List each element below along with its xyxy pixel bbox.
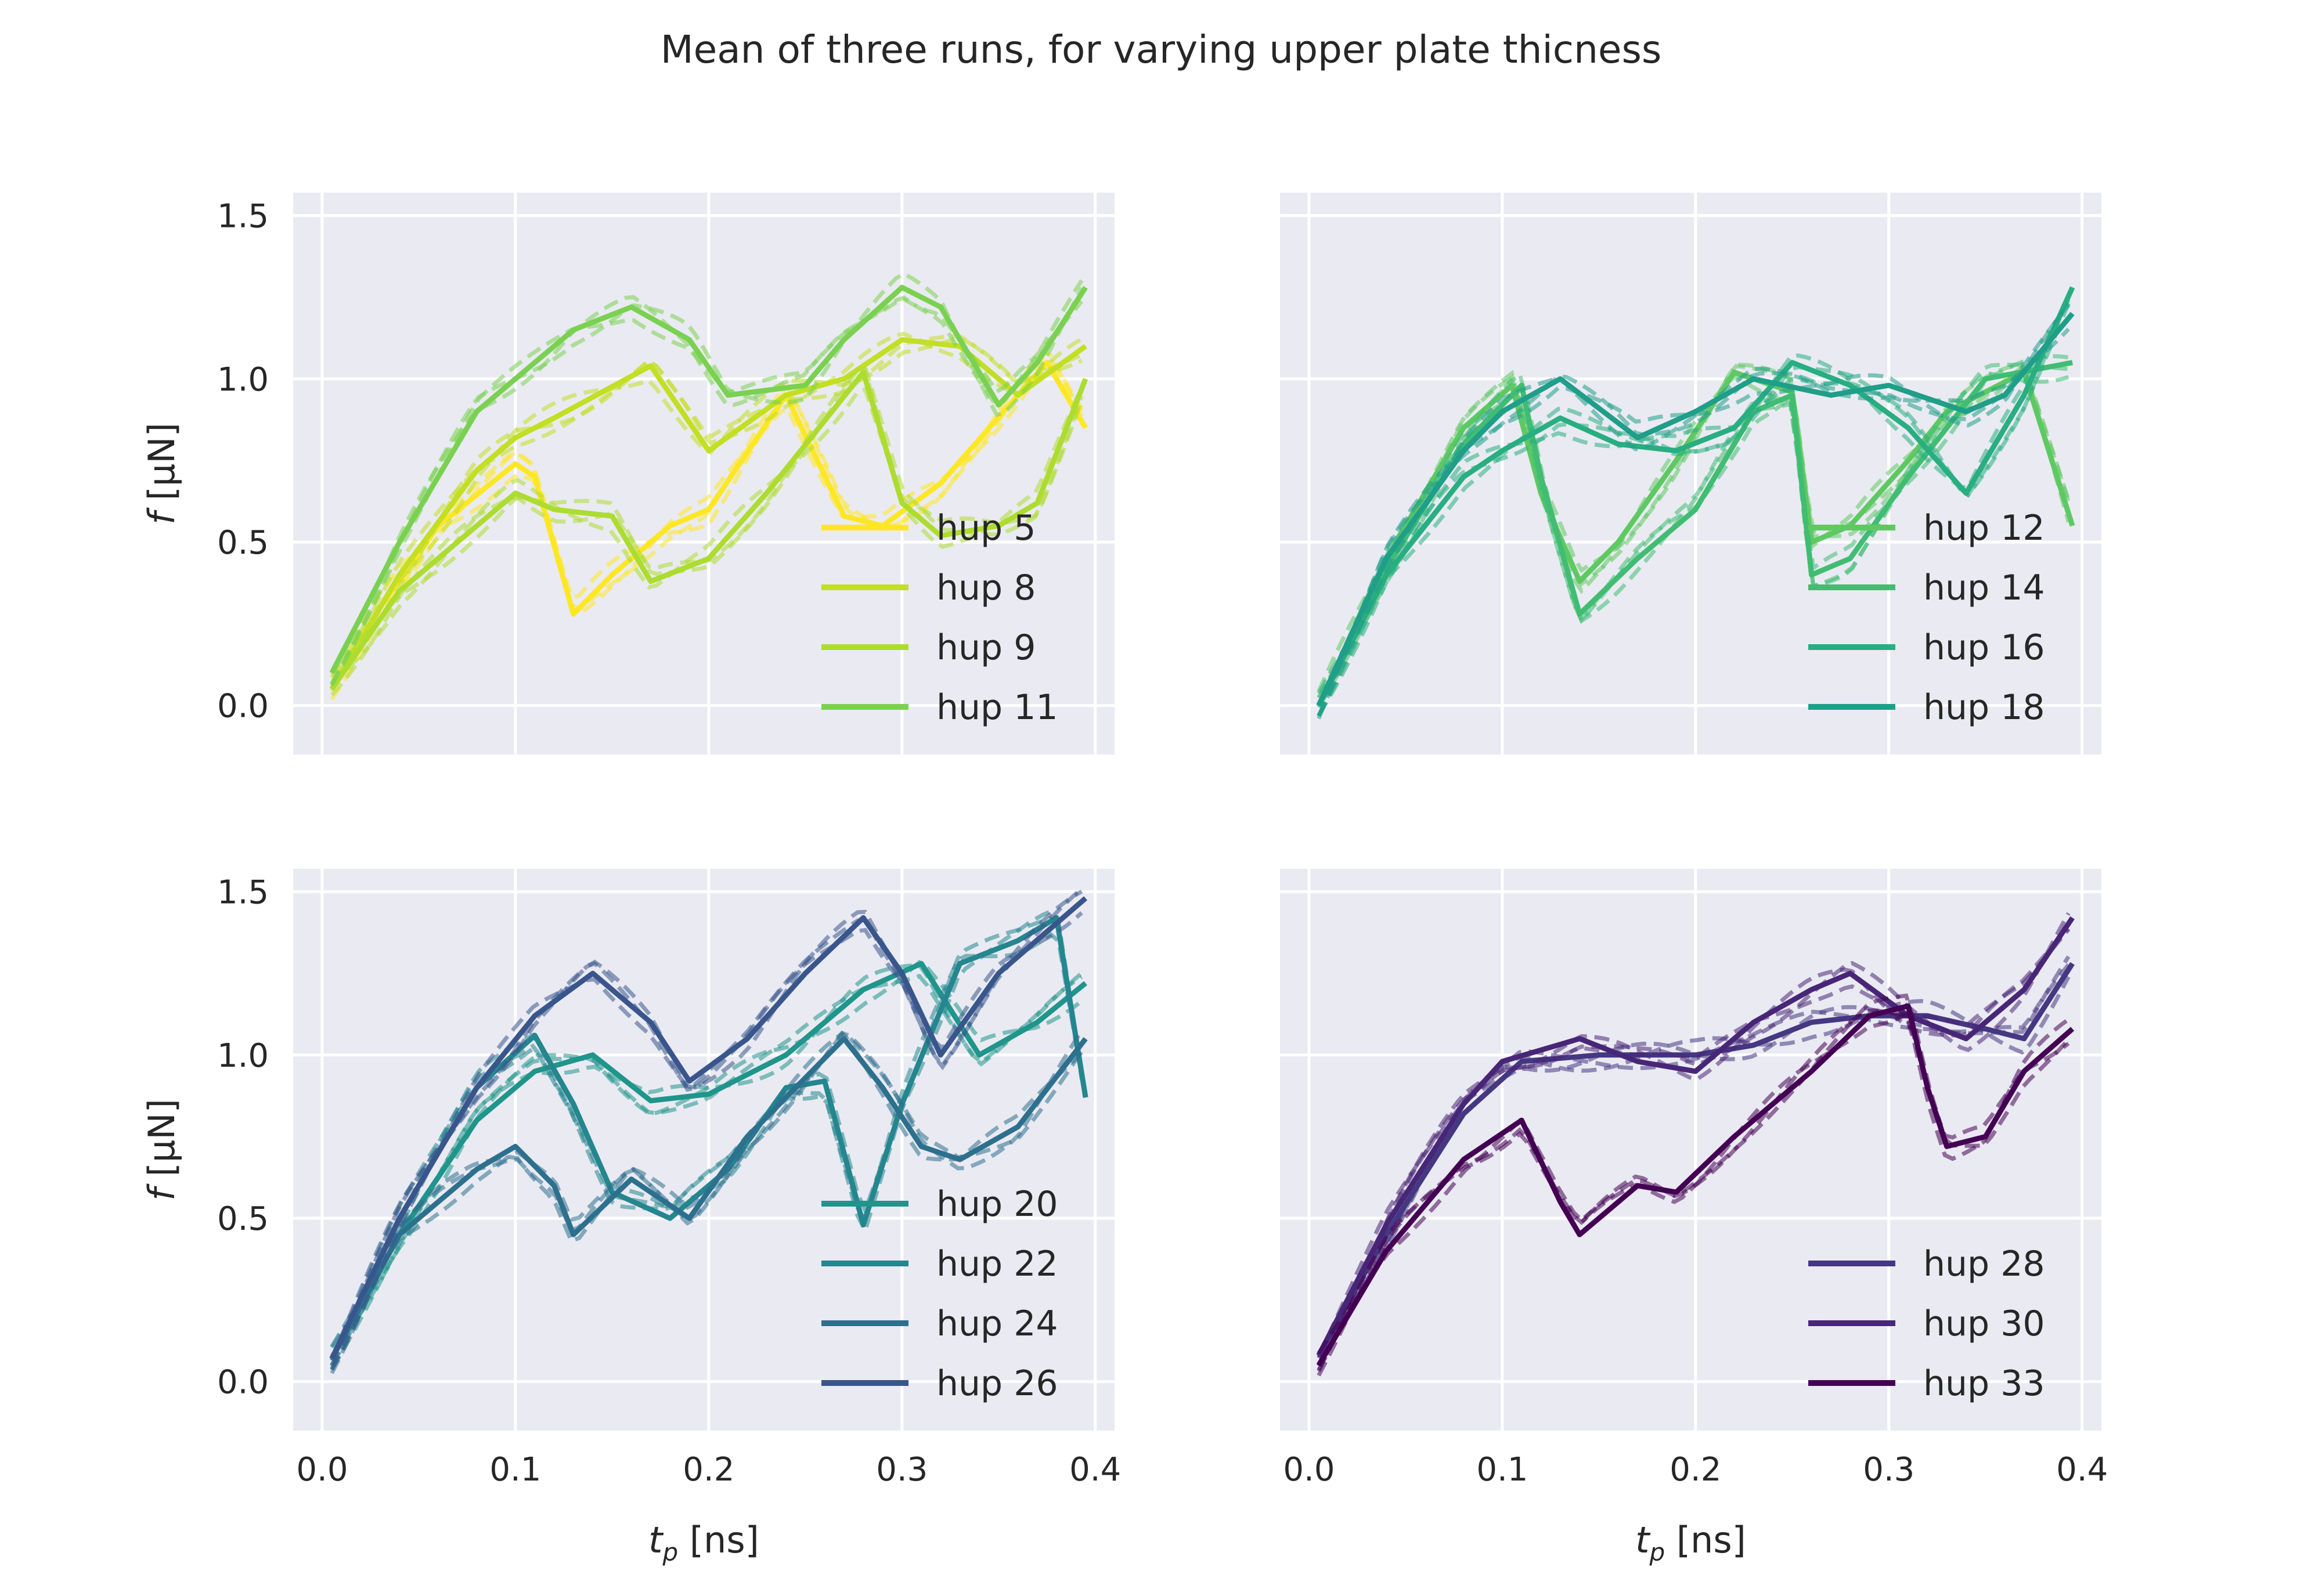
plot-background [1280,193,2101,754]
y-tick-label: 0.0 [217,688,269,725]
mean-line [1316,1003,2075,1367]
run-line [330,295,1084,685]
y-axis-label: f [μN] [140,1099,183,1201]
series-lines [329,271,1088,701]
subplot-4: 0.0 0.1 0.2 0.3 0.4 hup 28 hup 30 hup 33 tp [ns] [1280,869,2108,1566]
mean-line [329,337,1087,691]
x-tick-label: 0.0 [296,1451,348,1489]
run-line [1317,368,2071,699]
x-tick-label: 0.3 [876,1451,928,1489]
mean-line [1316,916,2075,1357]
legend-label: hup 22 [936,1244,1058,1284]
plot-background [293,193,1115,754]
series-lines [1316,912,2075,1377]
run-line [330,364,1084,680]
run-line [330,356,1084,701]
y-tick-label: 1.5 [217,197,269,235]
legend-label: hup 5 [936,508,1036,548]
chart-title: Mean of three runs, for varying upper pl… [661,27,1662,72]
y-tick-label: 0.5 [217,1200,269,1238]
y-tick-label: 0.0 [217,1364,269,1402]
y-tick-label: 1.0 [217,361,269,399]
legend-label: hup 24 [936,1303,1058,1344]
x-tick-label: 0.4 [1069,1451,1121,1489]
run-line [1317,299,2071,717]
mean-line [1316,360,2073,707]
mean-line [329,1036,1088,1360]
legend-label: hup 20 [936,1184,1058,1225]
x-tick-label: 0.2 [683,1451,734,1489]
mean-line [1316,286,2075,707]
run-line [330,908,1084,1367]
run-line [1317,927,2071,1367]
legend-label: hup 28 [1923,1244,2045,1284]
x-tick-label: 0.3 [1863,1451,1914,1489]
legend: hup 12 hup 14 hup 16 hup 18 [1808,508,2045,728]
series-lines [1316,286,2075,720]
y-tick-label: 1.5 [217,873,269,911]
run-line [330,889,1083,1362]
y-tick-label: 1.0 [217,1037,269,1075]
run-line [1317,993,2070,1355]
legend-label: hup 16 [1923,627,2045,668]
x-tick-label: 0.0 [1283,1451,1335,1489]
mean-line [329,284,1088,674]
plot-background [1280,869,2101,1431]
x-axis-label: tp [ns] [648,1519,759,1566]
legend-label: hup 14 [1923,568,2045,608]
legend: hup 28 hup 30 hup 33 [1808,1244,2045,1404]
mean-line [1316,312,2075,707]
x-tick-label: 0.2 [1670,1451,1721,1489]
y-tick-label: 0.5 [217,524,269,562]
mean-line [329,370,1088,691]
legend: hup 20 hup 22 hup 24 hup 26 [821,1184,1058,1404]
run-line [1317,304,2071,717]
x-tick-label: 0.1 [1476,1451,1528,1489]
mean-line [329,360,1088,691]
run-line [330,331,1083,687]
run-line [1317,362,2069,708]
subplot-2: hup 12 hup 14 hup 16 hup 18 [1280,193,2101,754]
mean-line [329,961,1087,1360]
legend-label: hup 12 [1923,508,2045,548]
x-tick-label: 0.1 [489,1451,541,1489]
mean-line [1316,962,2075,1357]
run-line [330,887,1083,1370]
legend-label: hup 9 [936,627,1036,668]
legend-label: hup 11 [936,687,1058,728]
legend-label: hup 33 [1923,1363,2045,1404]
series-lines [329,887,1088,1374]
legend-label: hup 30 [1923,1303,2045,1344]
x-axis-label: tp [ns] [1635,1519,1746,1566]
y-axis-label: f [μN] [140,423,183,525]
run-line [1317,927,2071,1358]
subplot-1: 0.0 0.5 1.0 1.5 hup 5 hup 8 hup 9 hup 11 f [μN] [140,193,1115,754]
mean-line [329,896,1088,1360]
x-tick-label: 0.4 [2056,1451,2108,1489]
run-line [330,336,1083,676]
legend-label: hup 18 [1923,687,2045,728]
legend-label: hup 8 [936,568,1036,608]
legend-label: hup 26 [936,1363,1058,1404]
legend: hup 5 hup 8 hup 9 hup 11 [821,508,1058,728]
